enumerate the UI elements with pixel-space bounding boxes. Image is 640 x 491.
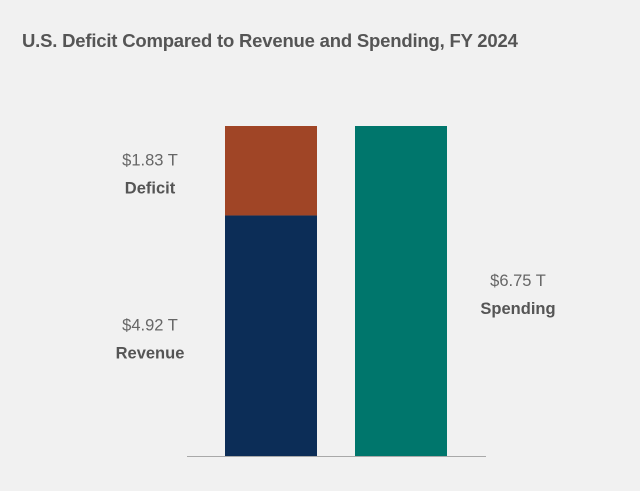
chart-title: U.S. Deficit Compared to Revenue and Spe… [22, 30, 518, 51]
series-label-revenue: Revenue [116, 345, 185, 363]
value-label-deficit: $1.83 T [122, 152, 178, 170]
series-label-spending: Spending [480, 300, 555, 318]
bar-spending [355, 126, 447, 456]
bar-deficit [225, 126, 317, 216]
value-label-spending: $6.75 T [490, 272, 546, 290]
value-label-revenue: $4.92 T [122, 317, 178, 335]
data-labels-group: $4.92 T Revenue $1.83 T Deficit $6.75 T Spend… [116, 152, 556, 363]
bars-group [225, 126, 447, 456]
bar-revenue [225, 215, 317, 456]
series-label-deficit: Deficit [125, 180, 176, 198]
